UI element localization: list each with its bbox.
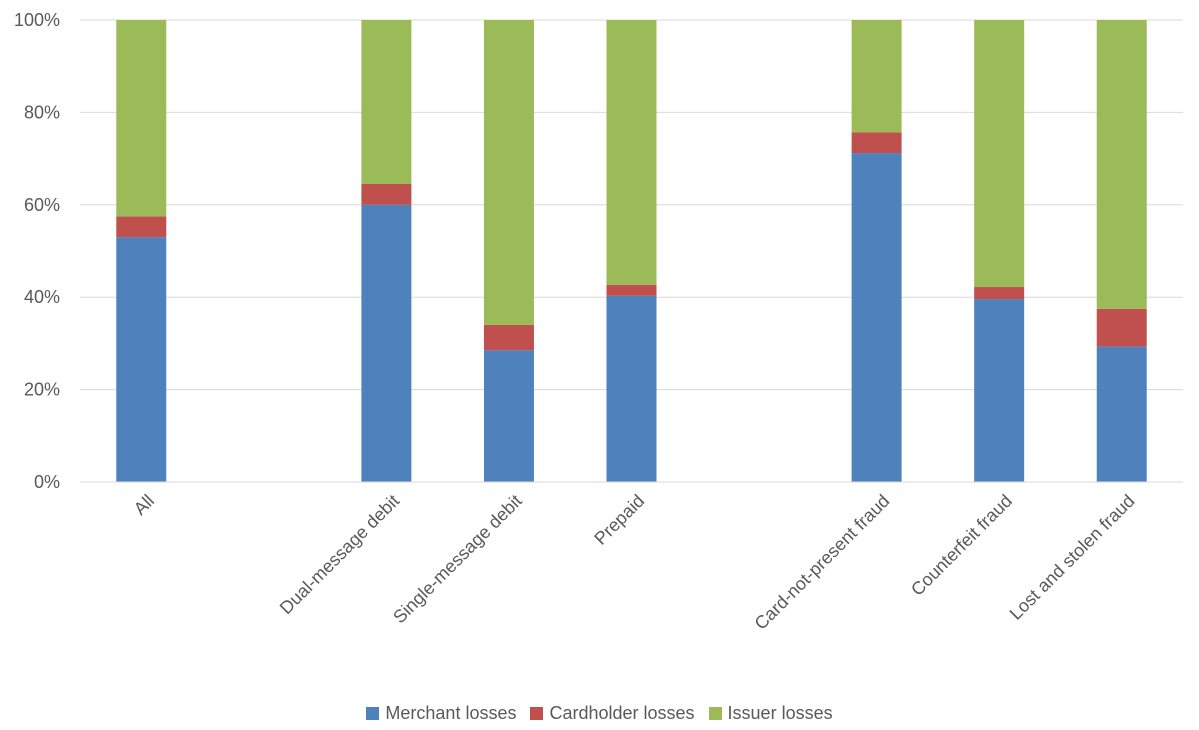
- bar-segment-merchant-losses: [974, 299, 1025, 482]
- bar-segment-merchant-losses: [851, 153, 902, 482]
- bar-segment-issuer-losses: [606, 20, 657, 285]
- bar-segment-cardholder-losses: [974, 287, 1025, 300]
- y-tick-label: 60%: [24, 195, 60, 215]
- y-tick-label: 40%: [24, 287, 60, 307]
- bar-segment-issuer-losses: [361, 20, 412, 185]
- legend-item: Cardholder losses: [530, 703, 695, 724]
- x-tick-label: Counterfeit fraud: [907, 491, 1016, 600]
- legend-label: Issuer losses: [727, 703, 833, 723]
- x-tick-label: Prepaid: [590, 491, 648, 549]
- bar-segment-issuer-losses: [1096, 20, 1147, 309]
- bar-segment-cardholder-losses: [606, 284, 657, 296]
- bar-segment-merchant-losses: [483, 350, 534, 482]
- legend-item: Issuer losses: [708, 703, 833, 724]
- bar-segment-issuer-losses: [483, 20, 534, 325]
- bar-segment-issuer-losses: [851, 20, 902, 133]
- bar-segment-issuer-losses: [116, 20, 167, 217]
- bar-segment-cardholder-losses: [1096, 308, 1147, 347]
- bar-segment-cardholder-losses: [116, 216, 167, 238]
- bar-segment-cardholder-losses: [483, 324, 534, 351]
- chart-legend: Merchant losses Cardholder losses Issuer l…: [0, 703, 1199, 724]
- legend-swatch: [530, 707, 544, 720]
- x-tick-label: Card-not-present fraud: [751, 491, 894, 634]
- y-tick-label: 20%: [24, 380, 60, 400]
- legend-label: Cardholder losses: [549, 703, 695, 723]
- x-tick-label: Dual-message debit: [276, 491, 403, 618]
- y-tick-label: 80%: [24, 102, 60, 122]
- x-tick-label: All: [130, 491, 158, 519]
- bar-segment-merchant-losses: [116, 237, 167, 482]
- legend-swatch: [708, 707, 722, 720]
- chart-plot: 0% 20% 40% 60% 80% 100% All Dual-message debitS…: [14, 10, 1183, 634]
- bar-segment-cardholder-losses: [851, 132, 902, 154]
- legend-label: Merchant losses: [385, 703, 517, 723]
- x-tick-label: Lost and stolen fraud: [1006, 491, 1139, 624]
- legend-swatch: [366, 707, 380, 720]
- legend-item: Merchant losses: [366, 703, 516, 724]
- bar-segment-merchant-losses: [1096, 346, 1147, 482]
- y-tick-label: 100%: [14, 10, 60, 30]
- bar-segment-merchant-losses: [361, 204, 412, 483]
- bar-segment-merchant-losses: [606, 295, 657, 482]
- bar-segment-cardholder-losses: [361, 184, 412, 205]
- x-tick-label: Single-message debit: [389, 491, 526, 628]
- y-tick-label: 0%: [34, 472, 60, 492]
- bar-segment-issuer-losses: [974, 20, 1025, 288]
